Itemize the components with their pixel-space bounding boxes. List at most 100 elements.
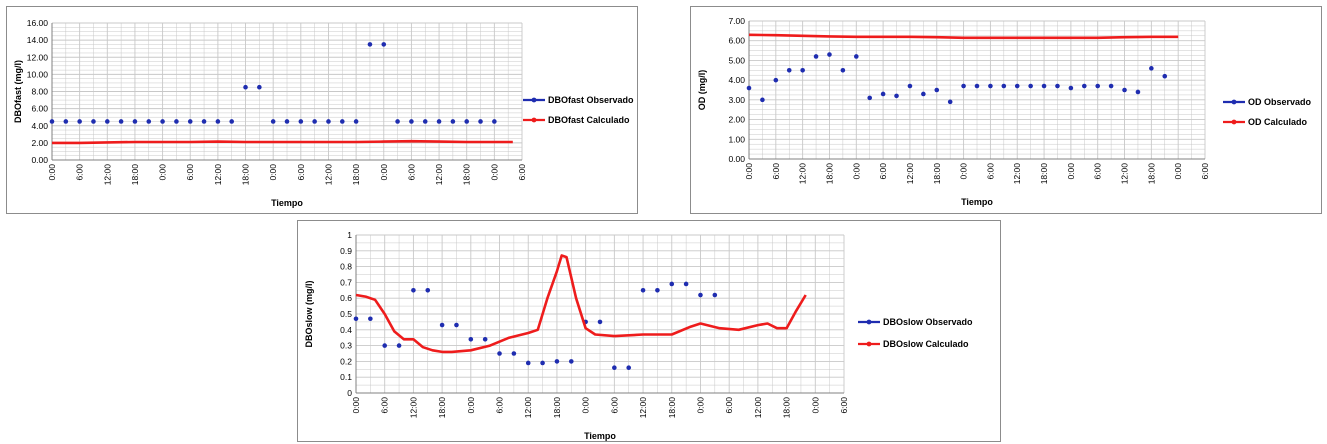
data-point-observado xyxy=(422,119,428,124)
plot-grid xyxy=(355,234,845,394)
x-tick-label: 6:00 xyxy=(1200,163,1210,180)
data-point-observado xyxy=(1081,83,1087,89)
data-point-observado xyxy=(91,119,96,124)
series-line-calculado xyxy=(52,139,513,145)
data-point-observado xyxy=(468,336,474,342)
y-tick-label: 1.00 xyxy=(728,134,745,144)
data-point-observado xyxy=(146,119,152,124)
plot-grid xyxy=(51,22,523,161)
x-tick-label: 6:00 xyxy=(985,163,995,180)
x-tick-label: 0:00 xyxy=(581,397,591,414)
x-tick-label: 0:00 xyxy=(695,397,705,414)
x-tick-label: 18:00 xyxy=(462,164,472,186)
data-point-observado xyxy=(712,292,718,298)
data-point-observado xyxy=(974,83,980,89)
data-point-observado xyxy=(353,316,359,322)
y-tick-label: 0.2 xyxy=(340,356,352,366)
chart-panel-dbofast: 0.00 2.00 4.00 6.00 8.00 10.00 12.00 14.00 16.00… xyxy=(6,6,638,214)
y-tick-label: 5.00 xyxy=(728,55,745,65)
chart-panel-dboslow: 0 0.1 0.2 0.3 0.4 0.5 0.6 0.7 0.8 0.9 1 0:00 6:00 12:… xyxy=(297,220,1001,442)
x-tick-label: 0:00 xyxy=(744,163,754,180)
data-point-observado xyxy=(63,119,69,124)
x-tick-label: 18:00 xyxy=(824,163,834,185)
data-point-observado xyxy=(554,359,560,364)
x-tick-label: 18:00 xyxy=(437,397,447,419)
data-point-observado xyxy=(395,119,400,124)
y-tick-label: 16.00 xyxy=(27,18,49,28)
y-tick-label: 0.9 xyxy=(340,246,352,256)
y-tick-label: 8.00 xyxy=(31,87,48,97)
x-axis-title: Tiempo xyxy=(961,197,993,207)
data-point-observado xyxy=(497,351,502,356)
data-point-observado xyxy=(353,119,359,124)
data-point-observado xyxy=(880,91,886,97)
x-tick-label: 6:00 xyxy=(185,164,195,181)
x-tick-label: 12:00 xyxy=(434,164,444,186)
data-point-observado xyxy=(800,67,805,73)
x-tick-label: 0:00 xyxy=(158,164,168,181)
x-tick-label: 18:00 xyxy=(667,397,677,419)
data-point-observado xyxy=(1108,83,1114,89)
data-point-observado xyxy=(478,119,483,124)
data-point-observado xyxy=(1014,83,1020,89)
data-point-observado xyxy=(411,288,416,293)
y-tick-label: 6.00 xyxy=(728,36,745,46)
data-point-observado xyxy=(1041,83,1047,89)
data-point-observado xyxy=(409,119,414,124)
data-point-observado xyxy=(312,119,317,124)
data-point-observado xyxy=(270,119,276,124)
legend-swatch-marker xyxy=(531,117,537,123)
data-point-observado xyxy=(215,119,221,124)
data-point-observado xyxy=(104,119,110,124)
data-point-observado xyxy=(640,288,646,293)
data-point-observado xyxy=(840,67,846,73)
data-point-observado xyxy=(773,77,779,83)
legend-swatch-marker xyxy=(1231,119,1237,125)
data-point-observado xyxy=(894,93,899,99)
x-tick-label: 18:00 xyxy=(782,397,792,419)
data-point-observado xyxy=(525,360,531,366)
y-axis-title: DBOslow (mg/l) xyxy=(304,280,314,347)
x-axis-title: Tiempo xyxy=(271,198,303,208)
x-tick-label: 12:00 xyxy=(323,164,333,186)
x-tick-label: 12:00 xyxy=(905,163,915,185)
legend-label: OD Calculado xyxy=(1248,117,1308,127)
y-tick-label: 0.5 xyxy=(340,309,352,319)
y-tick-label: 0.4 xyxy=(340,325,352,335)
data-point-observado xyxy=(284,119,290,124)
legend-swatch-marker xyxy=(866,341,872,347)
data-point-observado xyxy=(492,119,497,124)
data-point-observado xyxy=(229,119,235,124)
y-tick-label: 14.00 xyxy=(27,35,49,45)
y-tick-label: 2.00 xyxy=(31,138,48,148)
x-tick-label: 12:00 xyxy=(638,397,648,419)
x-tick-label: 18:00 xyxy=(552,397,562,419)
x-tick-label: 0:00 xyxy=(268,164,278,181)
x-tick-label: 6:00 xyxy=(839,397,849,414)
data-point-observado xyxy=(626,365,632,371)
y-tick-label: 0.00 xyxy=(31,155,48,165)
y-tick-label: 0.7 xyxy=(340,277,352,287)
data-point-observado xyxy=(1149,66,1154,71)
x-tick-label: 0:00 xyxy=(466,397,476,414)
x-tick-label: 6:00 xyxy=(406,164,416,181)
data-point-observado xyxy=(436,119,442,124)
y-tick-label: 0.8 xyxy=(340,262,352,272)
x-tick-label: 18:00 xyxy=(932,163,942,185)
legend-swatch-marker xyxy=(866,319,872,325)
chart-od: 0.00 1.00 2.00 3.00 4.00 5.00 6.00 7.00 0:00 6:00… xyxy=(697,16,1312,207)
legend-label: DBOslow Observado xyxy=(883,317,973,327)
data-point-observado xyxy=(1162,73,1168,79)
data-point-observado xyxy=(454,322,459,328)
data-point-observado xyxy=(827,52,832,57)
data-point-observado xyxy=(669,281,675,287)
data-point-observado xyxy=(118,119,124,124)
data-point-observado xyxy=(867,95,873,101)
data-point-observado xyxy=(813,54,819,59)
x-tick-label: 0:00 xyxy=(1066,163,1076,180)
data-point-observado xyxy=(174,119,179,124)
x-tick-label: 6:00 xyxy=(75,164,85,181)
y-tick-label: 4.00 xyxy=(31,121,48,131)
data-point-observado xyxy=(326,119,331,124)
x-tick-label: 0:00 xyxy=(379,164,389,181)
